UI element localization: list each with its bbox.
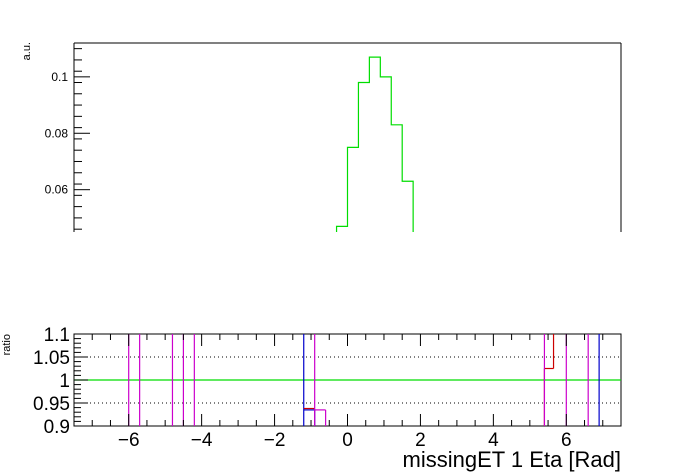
ratio-y-axis-label: ratio — [1, 334, 13, 355]
ratio-y-tick-label: 1 — [59, 371, 70, 392]
top-y-tick-label: 0.06 — [45, 183, 69, 197]
ratio-y-tick-label: 0.9 — [44, 417, 70, 438]
x-axis-label: missingET 1 Eta [Rad] — [403, 447, 621, 472]
top-y-tick-label: 0.1 — [51, 70, 68, 84]
ratio-y-tick-label: 1.05 — [33, 348, 70, 369]
ratio-y-tick-label: 0.95 — [33, 394, 70, 415]
ratio-x-tick-label: −2 — [264, 430, 286, 451]
ratio-x-tick-label: −6 — [118, 430, 140, 451]
ratio-x-tick-label: 2 — [415, 430, 426, 451]
ratio-x-tick-label: 6 — [561, 430, 572, 451]
ratio-x-tick-label: 4 — [488, 430, 499, 451]
top-y-axis-label: a.u. — [21, 42, 33, 60]
top-y-tick-label: 0.08 — [45, 126, 69, 140]
top-panel: 0.06 0.08 0.1 — [45, 42, 622, 232]
top-histogram-series — [335, 56, 414, 232]
ratio-y-tick-label: 1.1 — [44, 325, 70, 346]
ratio-x-tick-label: −4 — [191, 430, 213, 451]
ratio-x-tick-label: 0 — [342, 430, 353, 451]
